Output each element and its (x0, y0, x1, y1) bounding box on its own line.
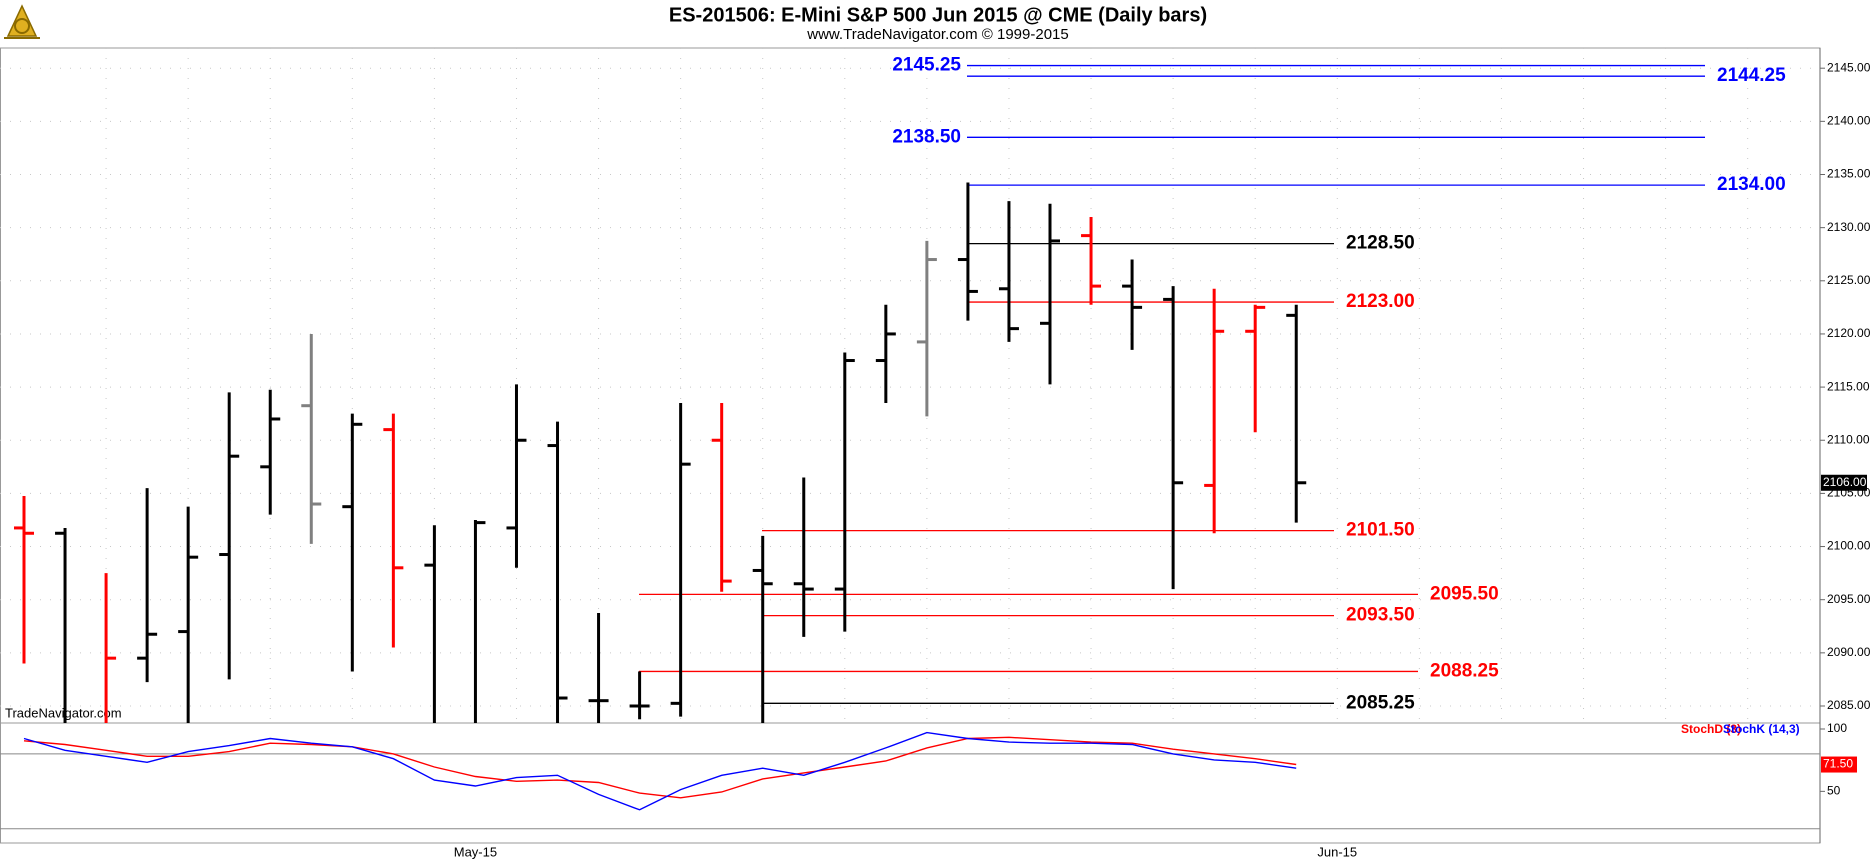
level-label: 2138.50 (892, 126, 961, 147)
stoch-plot (0, 731, 1820, 830)
y-tick-label: 2115.00 (1827, 379, 1870, 393)
y-tick-label: 2090.00 (1827, 645, 1871, 659)
level-label: 2095.50 (1430, 583, 1499, 604)
level-label: 2085.25 (1346, 692, 1415, 713)
level-label: 2144.25 (1717, 65, 1786, 86)
last-value-label: 71.50 (1823, 757, 1853, 771)
logo (4, 4, 40, 39)
y-tick-label: 2085.00 (1827, 698, 1871, 712)
y-tick-label: 2140.00 (1827, 114, 1871, 128)
y-tick-label: 2145.00 (1827, 60, 1871, 74)
y-tick-label: 100 (1827, 721, 1847, 735)
level-label: 2123.00 (1346, 291, 1415, 312)
chart-title: ES-201506: E-Mini S&P 500 Jun 2015 @ CME… (669, 4, 1207, 26)
y-tick-label: 2110.00 (1827, 432, 1870, 446)
x-tick-label: May-15 (454, 844, 497, 859)
y-tick-label: 2095.00 (1827, 592, 1871, 606)
level-label: 2088.25 (1430, 660, 1499, 681)
y-tick-label: 2135.00 (1827, 167, 1871, 181)
level-label: 2134.00 (1717, 174, 1786, 195)
level-label: 2093.50 (1346, 605, 1415, 626)
last-value-box (1821, 756, 1857, 773)
legend-entry: StochD (3) (1681, 722, 1741, 736)
chart-subtitle: www.TradeNavigator.com © 1999-2015 (806, 26, 1068, 43)
y-tick-label: 2120.00 (1827, 326, 1871, 340)
level-label: 2101.50 (1346, 520, 1415, 541)
legend-entry: StochK (14,3) (1723, 722, 1800, 736)
price-plot (0, 48, 1820, 723)
last-price-label: 2106.00 (1823, 475, 1867, 489)
last-price-box (1821, 474, 1867, 491)
axes: 2085.002090.002095.002100.002105.002110.… (454, 60, 1871, 859)
level-label: 2128.50 (1346, 233, 1415, 254)
y-tick-label: 2125.00 (1827, 273, 1871, 287)
level-label: 2145.25 (892, 55, 961, 76)
stoch-line (23, 731, 1297, 811)
stoch-line (23, 736, 1297, 799)
y-tick-label: 2130.00 (1827, 220, 1871, 234)
watermark: TradeNavigator.com (5, 705, 122, 720)
y-tick-label: 50 (1827, 784, 1841, 798)
x-tick-label: Jun-15 (1317, 844, 1357, 859)
y-tick-label: 2100.00 (1827, 539, 1871, 553)
